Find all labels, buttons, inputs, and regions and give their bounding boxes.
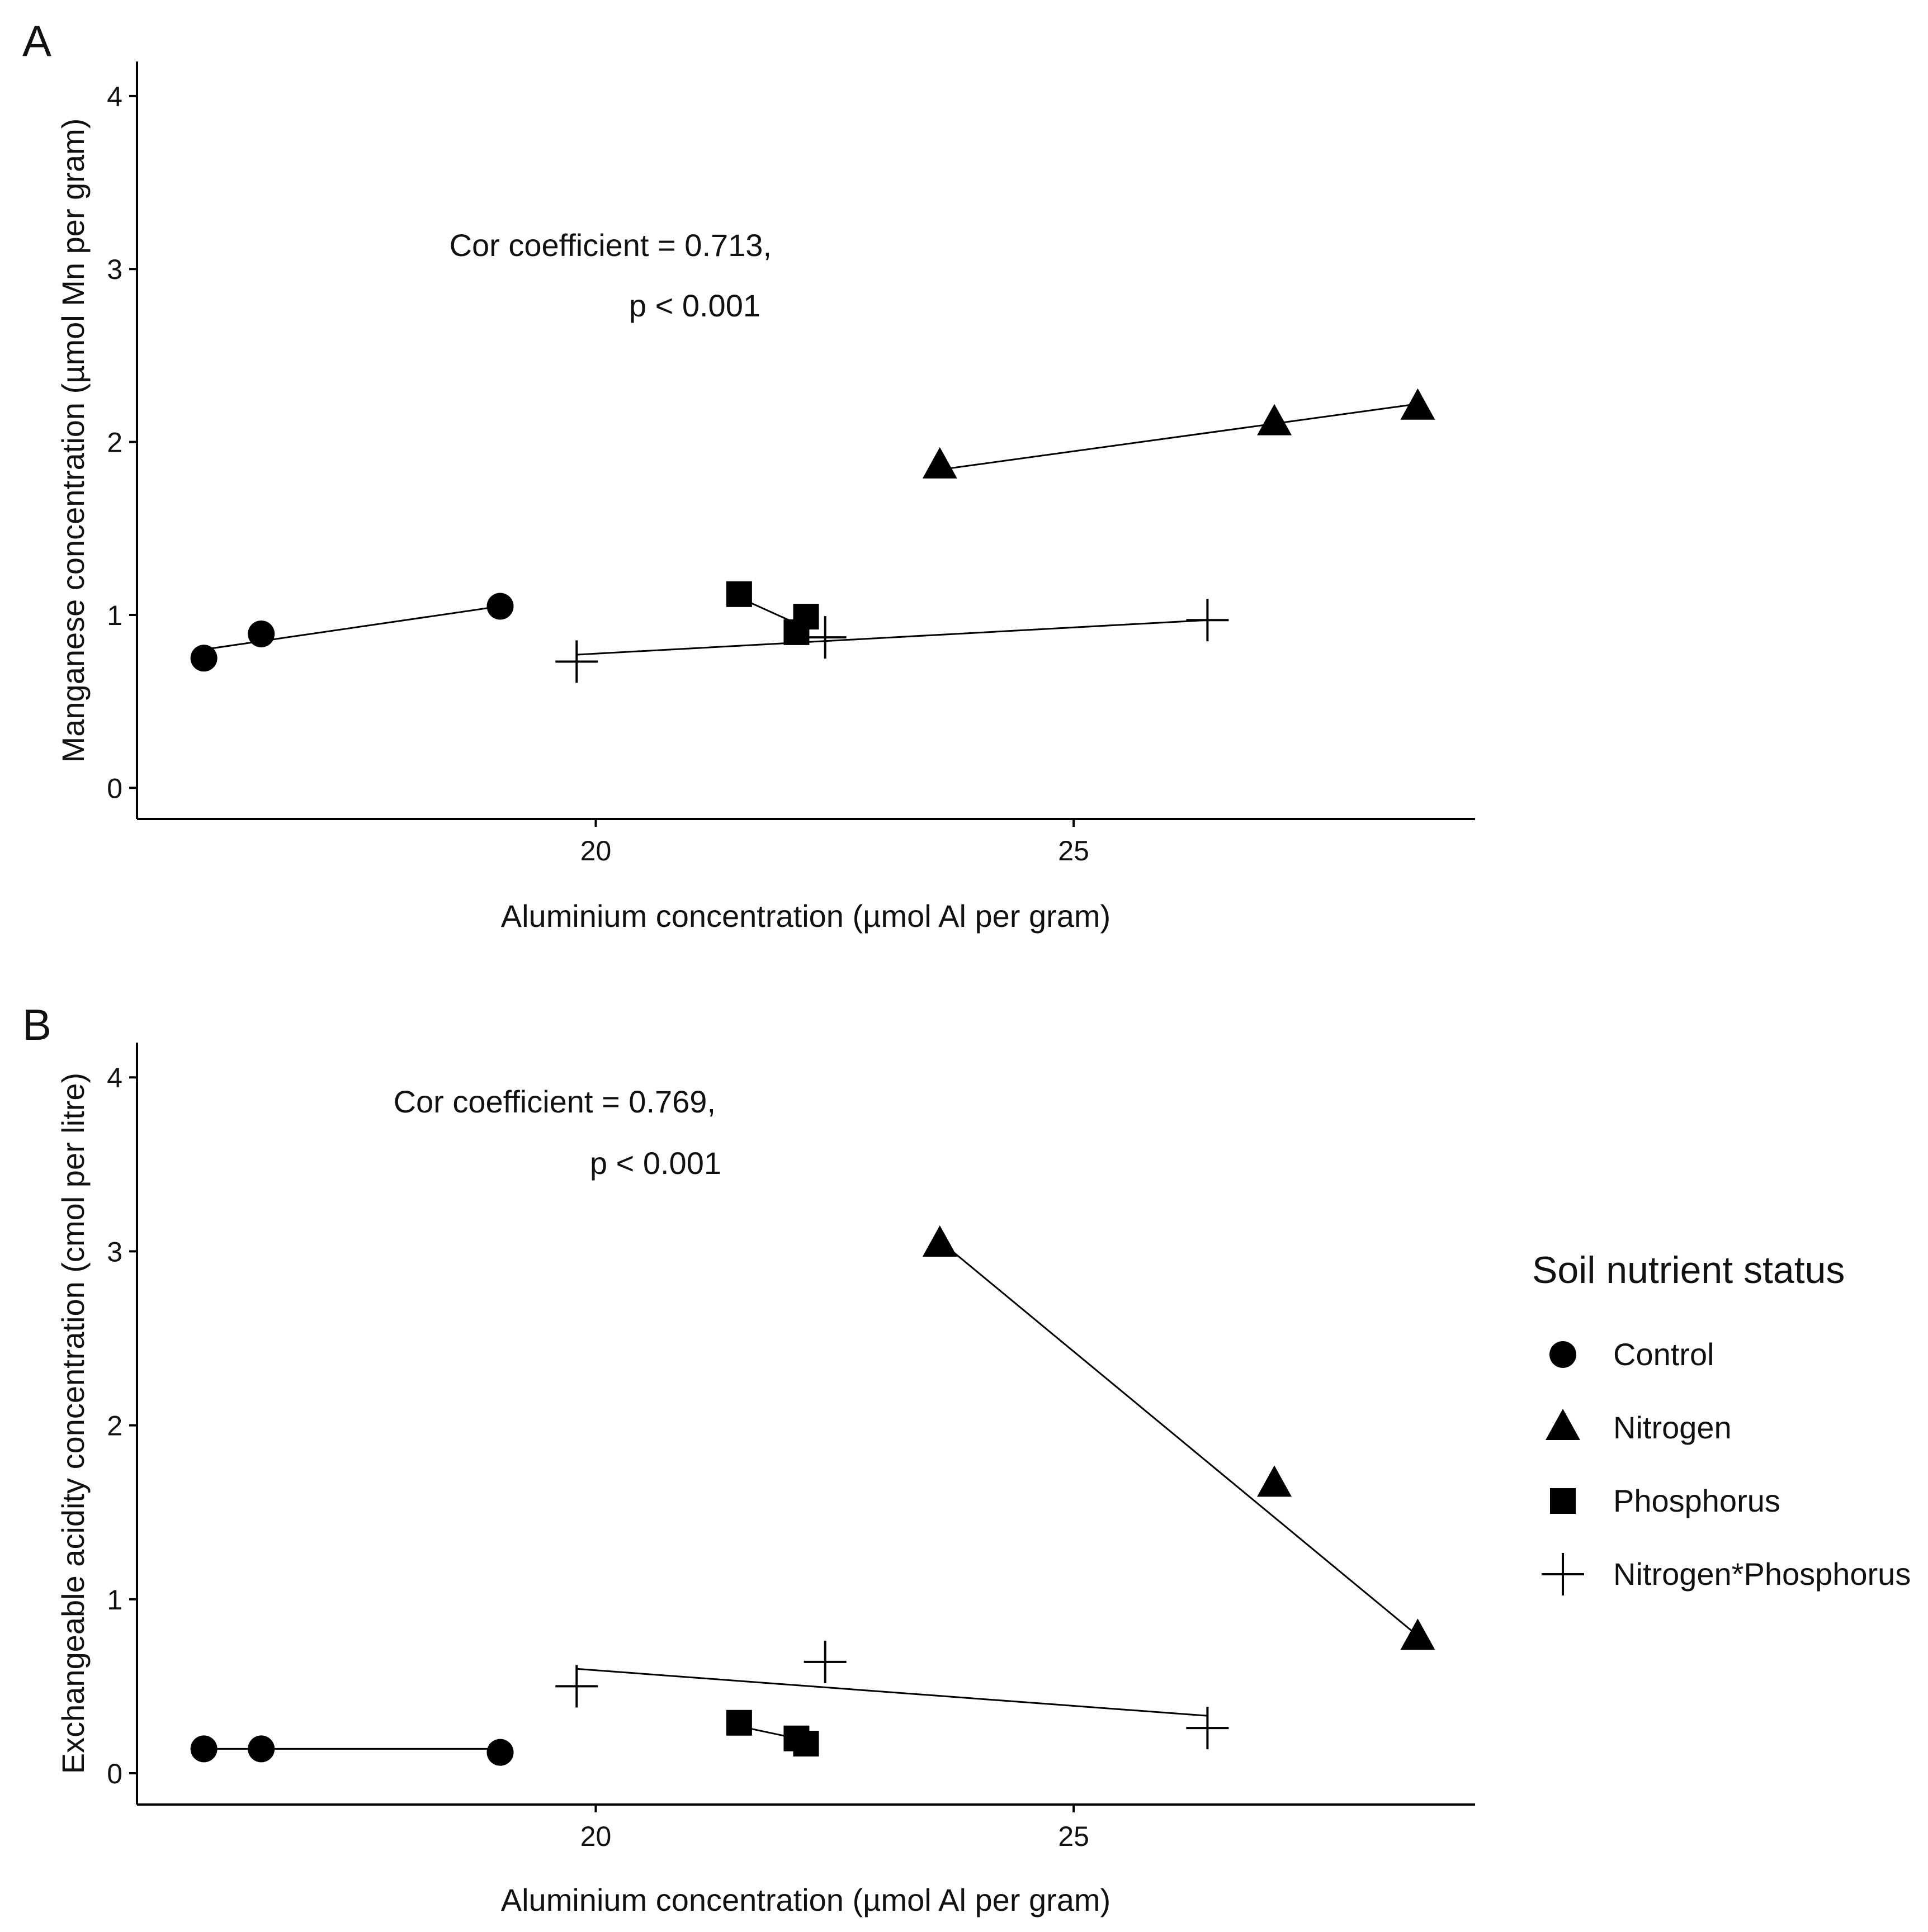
panel-b-x-axis-title: Aluminium concentration (µmol Al per gra… [501,1882,1111,1917]
panel-b-y-tick-label: 0 [107,1758,122,1789]
panel-b-y-axis-title: Exchangeable acidity concentration (cmol… [55,1073,91,1774]
panel-a-point-control [486,593,514,620]
legend-key-control [1549,1341,1576,1368]
panel-a-point-phosphorus [793,604,819,630]
legend-label-nitrogen: Nitrogen [1613,1410,1732,1445]
legend-keys [1542,1341,1584,1595]
panel-b: B 0 1 2 3 4 20 25 Aluminium concentration (µmo… [22,1000,1475,1917]
panel-b-point-nitrogen-phosphorus [555,1665,598,1708]
panel-b-point-nitrogen [1257,1465,1292,1497]
panel-b-point-nitrogen [922,1225,957,1257]
panel-a-x-axis-title: Aluminium concentration (µmol Al per gra… [501,898,1111,934]
panel-b-label: B [22,1000,51,1049]
panel-b-y-tick-label: 4 [107,1062,122,1093]
panel-a-point-nitrogen [922,447,957,479]
panel-a: A 0 1 2 3 4 20 25 Aluminium concentration (µmo… [22,16,1475,934]
panel-b-y-tick-label: 3 [107,1236,122,1267]
panel-a-y-tick-label: 3 [107,254,122,285]
panel-b-point-nitrogen-phosphorus [804,1640,847,1683]
panel-a-point-nitrogen-phosphorus [555,640,598,683]
panel-a-point-phosphorus [726,581,752,607]
panel-b-point-nitrogen-phosphorus [1186,1707,1229,1750]
panel-a-points [190,388,1435,683]
panel-b-point-nitrogen [1400,1618,1435,1650]
panel-a-y-tick-label: 4 [107,81,122,112]
panel-b-point-control [486,1739,514,1766]
panel-a-y-tick-label: 0 [107,773,122,804]
panel-b-fit-lines [204,1240,1419,1750]
panel-b-fit-line-nitrogen-phosphorus [576,1668,1208,1717]
panel-b-fit-line-nitrogen [939,1240,1419,1637]
panel-b-points [190,1225,1435,1766]
panel-b-point-phosphorus [726,1710,752,1736]
panel-b-point-control [248,1735,275,1763]
panel-a-point-nitrogen-phosphorus [804,616,847,659]
panel-b-point-phosphorus [793,1731,819,1757]
panel-b-y-tick-label: 1 [107,1584,122,1616]
panel-b-correlation-text: Cor coefficient = 0.769, [394,1084,716,1119]
legend-label-nitrogen-phosphorus: Nitrogen*Phosphorus [1613,1556,1911,1592]
panel-a-fit-line-nitrogen [939,403,1418,471]
panel-a-fit-line-nitrogen-phosphorus [576,619,1208,656]
legend-label-phosphorus: Phosphorus [1613,1483,1780,1518]
panel-b-x-tick-label: 25 [1058,1821,1089,1852]
panel-a-y-axis-title: Manganese concentration (µmol Mn per gra… [55,119,91,763]
panel-a-y-tick-label: 1 [107,600,122,631]
panel-a-fit-line-control [204,605,500,651]
panel-a-label: A [22,16,51,65]
panel-a-correlation-text: Cor coefficient = 0.713, [450,228,772,263]
panel-a-point-nitrogen-phosphorus [1186,599,1229,642]
panel-a-point-control [248,620,275,647]
panel-a-y-tick-label: 2 [107,427,122,458]
panel-a-x-tick-label: 20 [580,835,612,866]
panel-a-p-value-text: p < 0.001 [629,288,760,323]
panel-b-point-control [190,1735,218,1763]
panel-a-point-nitrogen [1400,388,1435,420]
legend: Soil nutrient status Control Nitrogen Ph… [1532,1249,1911,1595]
panel-b-x-tick-label: 20 [580,1821,612,1852]
panel-a-point-nitrogen [1257,404,1292,435]
panel-a-point-control [190,645,218,672]
legend-key-phosphorus [1550,1488,1576,1514]
panel-a-ticks: 0 1 2 3 4 20 25 [107,81,1089,866]
legend-key-nitrogen-phosphorus [1542,1553,1584,1595]
panel-b-ticks: 0 1 2 3 4 20 25 [107,1062,1089,1852]
panel-a-x-tick-label: 25 [1058,835,1089,866]
legend-label-control: Control [1613,1337,1714,1372]
panel-b-p-value-text: p < 0.001 [590,1145,721,1181]
panel-b-y-tick-label: 2 [107,1410,122,1442]
legend-title: Soil nutrient status [1532,1249,1845,1291]
legend-key-nitrogen [1546,1409,1580,1440]
